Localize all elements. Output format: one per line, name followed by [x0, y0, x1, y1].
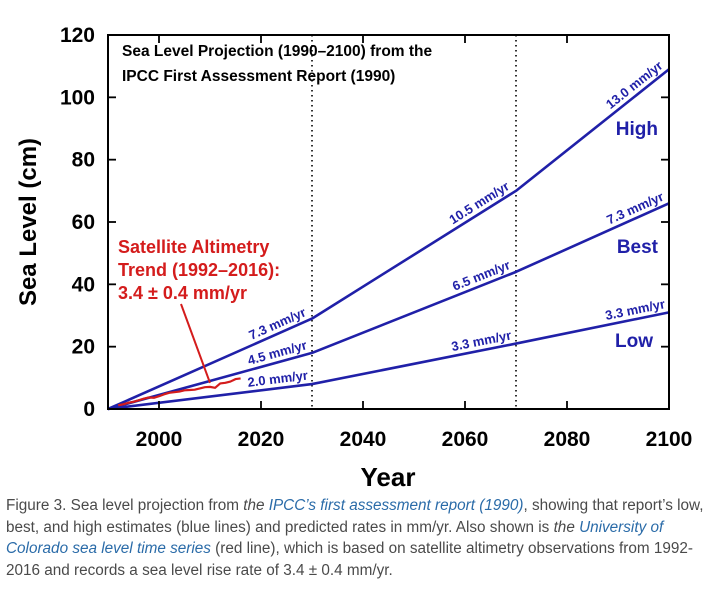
caption-text-1: Figure 3. Sea level projection from — [6, 497, 244, 514]
caption-emphasis-1: the IPCC’s first assessment report (1990… — [243, 497, 523, 514]
y-tick-label-80: 80 — [72, 149, 95, 172]
chart-title-line-1: Sea Level Projection (1990–2100) from th… — [122, 43, 433, 60]
satellite-pointer-line — [180, 303, 211, 384]
ipcc-report-link[interactable]: IPCC’s first assessment report (1990) — [268, 497, 524, 514]
x-tick-label-2080: 2080 — [544, 428, 591, 451]
x-tick-label-2100: 2100 — [646, 428, 693, 451]
x-tick-label-2020: 2020 — [238, 428, 285, 451]
satellite-label-line-3: 3.4 ± 0.4 mm/yr — [118, 283, 247, 303]
y-tick-label-0: 0 — [83, 398, 95, 421]
caption-emphasis-2: the University of Colorado sea level tim… — [6, 519, 663, 558]
projection-line-low — [107, 311, 670, 411]
satellite-altimetry-line — [118, 377, 241, 407]
caption-text-5: (red line), which is based on satellite … — [6, 540, 693, 579]
projection-line-high — [107, 68, 670, 411]
y-tick-label-40: 40 — [72, 273, 95, 296]
x-axis-label: Year — [361, 462, 416, 492]
plot-frame — [107, 34, 670, 410]
series-label-best: Best — [617, 237, 659, 258]
series-label-low: Low — [615, 331, 653, 352]
y-tick-label-20: 20 — [72, 336, 95, 359]
caption-text-2: the — [243, 497, 269, 514]
rate-label-low-1: 2.0 mm/yr — [247, 368, 309, 390]
y-tick-label-100: 100 — [60, 86, 95, 109]
university-colorado-link[interactable]: University of Colorado sea level time se… — [6, 518, 664, 558]
y-axis-label: Sea Level (cm) — [15, 138, 42, 306]
chart-title-line-2: IPCC First Assessment Report (1990) — [122, 68, 395, 85]
projection-line-best — [107, 202, 670, 411]
x-tick-label-2060: 2060 — [442, 428, 489, 451]
x-tick-label-2040: 2040 — [340, 428, 387, 451]
caption-text-4: the — [553, 518, 580, 536]
satellite-label-line-2: Trend (1992–2016): — [118, 260, 280, 280]
figure-caption: Figure 3. Sea level projection from the … — [6, 495, 712, 581]
satellite-label-line-1: Satellite Altimetry — [118, 237, 269, 257]
caption-text-3: , showing that report’s low, best, and h… — [6, 497, 704, 536]
rate-label-high-3: 13.0 mm/yr — [603, 58, 666, 112]
rate-label-best-2: 6.5 mm/yr — [450, 257, 512, 293]
y-tick-label-60: 60 — [72, 211, 95, 234]
sea-level-chart: 2000 2020 2040 2060 2080 2100020406080100120 … — [15, 24, 693, 492]
series-label-high: High — [616, 119, 658, 140]
y-tick-label-120: 120 — [60, 24, 95, 47]
x-tick-label-2000: 2000 — [136, 428, 183, 451]
rate-label-high-2: 10.5 mm/yr — [446, 178, 512, 227]
